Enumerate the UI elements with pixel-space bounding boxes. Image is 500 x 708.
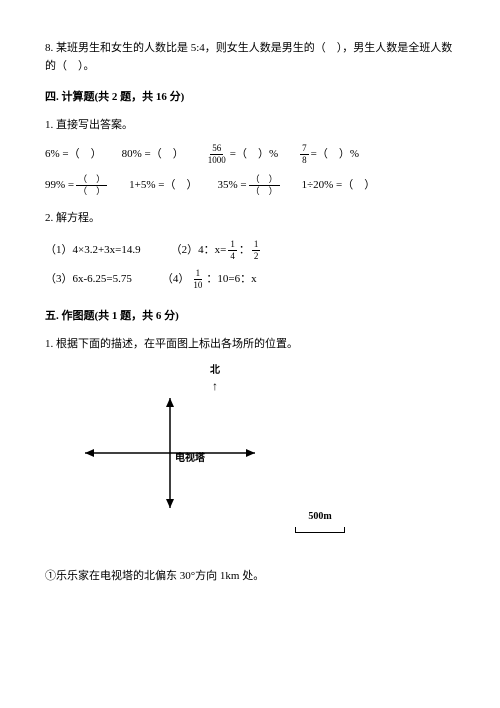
calc-2c-lhs: 35% = [217, 177, 246, 195]
section-4-title: 四. 计算题(共 2 题，共 16 分) [45, 89, 455, 107]
s5-q1: 1. 根据下面的描述，在平面图上标出各场所的位置。 [45, 336, 455, 354]
scale-line-icon [295, 527, 345, 533]
frac-1-10: 1 10 [191, 269, 204, 290]
frac-1-2: 1 2 [252, 240, 261, 261]
calc-1a: 6% =（ ） [45, 146, 102, 164]
s4-q1: 1. 直接写出答案。 [45, 117, 455, 135]
frac-7-8: 7 8 [300, 144, 309, 165]
eq-row-2: （3）6x-6.25=5.75 （4） 1 10 ：10=6：x [45, 269, 455, 290]
frac-1-4: 1 4 [228, 240, 237, 261]
frac-den: 10 [191, 280, 204, 290]
frac-num: 1 [228, 240, 237, 251]
calc-1d-rhs: =（ ）% [311, 146, 359, 164]
eq-row-1: （1）4×3.2+3x=14.9 （2）4：x= 1 4 ： 1 2 [45, 240, 455, 261]
tv-tower-label: 电视塔 [175, 451, 205, 467]
eq-4: （4） 1 10 ：10=6：x [162, 269, 257, 290]
frac-blank-a: （ ） （ ） [76, 175, 107, 196]
calc-1c: 56 1000 =（ ）% [204, 144, 278, 165]
calc-row-2: 99% = （ ） （ ） 1+5% =（ ） 35% = （ ） （ ） 1÷… [45, 175, 455, 196]
frac-num: 1 [252, 240, 261, 251]
calc-2a-lhs: 99% = [45, 177, 74, 195]
frac-den: 1000 [206, 155, 228, 165]
calc-row-1: 6% =（ ） 80% =（ ） 56 1000 =（ ）% 7 8 =（ ）% [45, 144, 455, 165]
eq-2-lhs: （2）4：x= [171, 242, 227, 260]
calc-2d: 1÷20% =（ ） [302, 177, 376, 195]
scale-value: 500m [295, 509, 345, 525]
frac-56-1000: 56 1000 [206, 144, 228, 165]
question-8: 8. 某班男生和女生的人数比是 5:4，则女生人数是男生的（ ），男生人数是全班… [45, 40, 455, 75]
eq-1: （1）4×3.2+3x=14.9 [45, 240, 141, 261]
s5-item-1: ①乐乐家在电视塔的北偏东 30°方向 1km 处。 [45, 568, 455, 586]
scale-bar: 500m [295, 509, 345, 533]
frac-num: （ ） [249, 175, 280, 186]
eq-2: （2）4：x= 1 4 ： 1 2 [171, 240, 263, 261]
calc-1b: 80% =（ ） [122, 146, 184, 164]
calc-2b: 1+5% =（ ） [129, 177, 197, 195]
cross-axes-icon [85, 398, 255, 508]
calc-2a: 99% = （ ） （ ） [45, 175, 109, 196]
s4-q2: 2. 解方程。 [45, 210, 455, 228]
frac-den: 4 [228, 251, 237, 261]
eq-4-rhs: ：10=6：x [206, 271, 256, 289]
calc-2c: 35% = （ ） （ ） [217, 175, 281, 196]
eq-3: （3）6x-6.25=5.75 [45, 269, 132, 290]
north-arrow-icon: ↑ [212, 377, 218, 396]
frac-num: 56 [210, 144, 223, 155]
compass-diagram: 北 ↑ 电视塔 500m [85, 363, 345, 543]
section-5-title: 五. 作图题(共 1 题，共 6 分) [45, 308, 455, 326]
frac-num: 1 [194, 269, 203, 280]
calc-1d: 7 8 =（ ）% [298, 144, 359, 165]
frac-den: （ ） [249, 186, 280, 196]
eq-4-lhs: （4） [162, 271, 190, 289]
frac-den: 2 [252, 251, 261, 261]
frac-den: （ ） [76, 186, 107, 196]
frac-num: （ ） [76, 175, 107, 186]
eq-2-mid: ： [239, 242, 250, 260]
frac-blank-c: （ ） （ ） [249, 175, 280, 196]
frac-num: 7 [300, 144, 309, 155]
frac-den: 8 [300, 155, 309, 165]
calc-1c-rhs: =（ ）% [230, 146, 278, 164]
